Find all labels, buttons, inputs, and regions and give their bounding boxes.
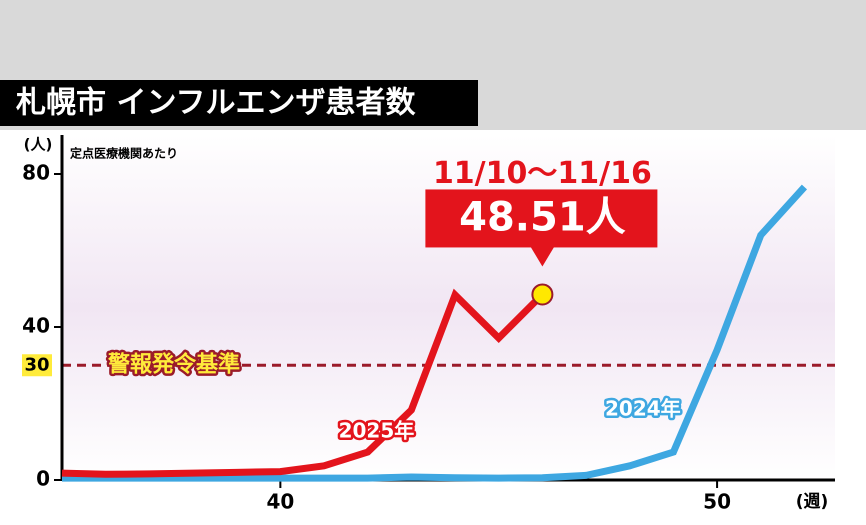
- y-tick-label: 80: [22, 161, 50, 185]
- title-box: [0, 80, 478, 126]
- y-tick-label: 40: [22, 314, 50, 338]
- annotation: 11/10〜11/16: [433, 156, 652, 191]
- y-tick-label: 0: [36, 467, 50, 491]
- series-label: 2025年: [339, 419, 415, 443]
- threshold-value: 30: [24, 354, 49, 375]
- y-axis-label: (人): [24, 136, 53, 154]
- callout-box: [425, 189, 658, 248]
- x-tick-label: 50: [703, 490, 731, 514]
- chart-title: 札幌市 インフルエンザ患者数: [16, 86, 417, 121]
- x-tick-label: 40: [266, 490, 294, 514]
- x-axis-label: (週): [796, 492, 829, 512]
- threshold-value-box: [22, 354, 52, 377]
- callout-pointer: [530, 246, 555, 267]
- series-label: 2024年: [605, 397, 681, 421]
- subtitle: 定点医療機関あたり: [70, 146, 178, 161]
- series-line: [61, 288, 545, 478]
- series-line: [62, 184, 808, 482]
- point-marker: [531, 283, 554, 306]
- threshold-label: 警報発令基準: [107, 351, 240, 377]
- value-label: 48.51人: [459, 194, 626, 240]
